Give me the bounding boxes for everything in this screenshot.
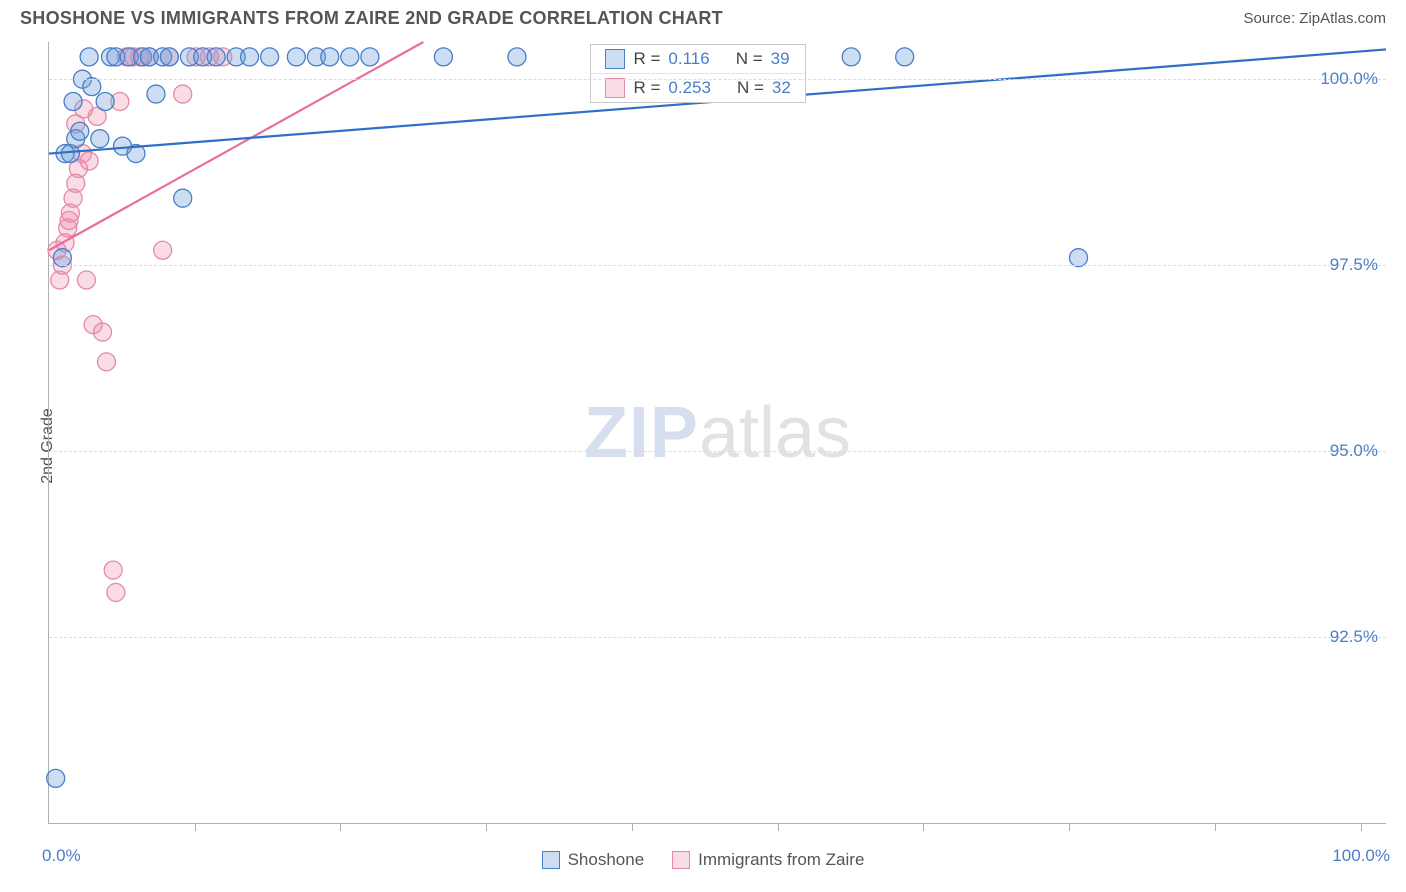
data-point	[174, 85, 192, 103]
data-point	[261, 48, 279, 66]
x-tick	[486, 823, 487, 831]
r-label-a: R =	[633, 49, 660, 69]
data-point	[287, 48, 305, 66]
y-tick-label: 95.0%	[1330, 441, 1378, 461]
data-point	[80, 152, 98, 170]
data-point	[321, 48, 339, 66]
data-point	[77, 271, 95, 289]
stats-swatch-a	[605, 49, 625, 69]
stats-box: R = 0.116 N = 39 R = 0.253 N = 32	[590, 44, 805, 103]
legend-item-a: Shoshone	[542, 850, 645, 870]
data-point	[154, 241, 172, 259]
stats-row-a: R = 0.116 N = 39	[591, 45, 804, 74]
data-point	[64, 93, 82, 111]
y-tick-label: 97.5%	[1330, 255, 1378, 275]
chart-svg	[49, 42, 1386, 823]
y-tick-label: 92.5%	[1330, 627, 1378, 647]
gridline	[49, 451, 1386, 452]
data-point	[91, 130, 109, 148]
data-point	[241, 48, 259, 66]
data-point	[71, 122, 89, 140]
data-point	[147, 85, 165, 103]
stats-row-b: R = 0.253 N = 32	[591, 74, 804, 102]
data-point	[107, 583, 125, 601]
data-point	[104, 561, 122, 579]
legend-swatch-a	[542, 851, 560, 869]
data-point	[97, 353, 115, 371]
data-point	[1069, 249, 1087, 267]
r-value-a: 0.116	[668, 49, 709, 69]
chart-area: ZIPatlas R = 0.116 N = 39 R = 0.253 N = …	[48, 42, 1386, 824]
data-point	[47, 769, 65, 787]
r-label-b: R =	[633, 78, 660, 98]
data-point	[896, 48, 914, 66]
legend: Shoshone Immigrants from Zaire	[0, 850, 1406, 870]
data-point	[207, 48, 225, 66]
x-tick	[923, 823, 924, 831]
data-point	[842, 48, 860, 66]
data-point	[93, 323, 111, 341]
x-tick	[632, 823, 633, 831]
x-tick	[1069, 823, 1070, 831]
gridline	[49, 265, 1386, 266]
data-point	[60, 212, 78, 230]
chart-source: Source: ZipAtlas.com	[1243, 10, 1386, 27]
x-tick	[778, 823, 779, 831]
data-point	[53, 249, 71, 267]
y-tick-label: 100.0%	[1320, 69, 1378, 89]
gridline	[49, 637, 1386, 638]
stats-swatch-b	[605, 78, 625, 98]
x-tick	[195, 823, 196, 831]
n-label-b: N =	[737, 78, 764, 98]
n-label-a: N =	[736, 49, 763, 69]
data-point	[83, 78, 101, 96]
x-tick	[1361, 823, 1362, 831]
x-tick	[340, 823, 341, 831]
n-value-b: 32	[772, 78, 791, 98]
r-value-b: 0.253	[668, 78, 711, 98]
n-value-a: 39	[771, 49, 790, 69]
data-point	[96, 93, 114, 111]
x-tick	[1215, 823, 1216, 831]
legend-item-b: Immigrants from Zaire	[672, 850, 864, 870]
chart-title: SHOSHONE VS IMMIGRANTS FROM ZAIRE 2ND GR…	[20, 8, 723, 29]
data-point	[361, 48, 379, 66]
legend-label-b: Immigrants from Zaire	[698, 850, 864, 870]
data-point	[174, 189, 192, 207]
legend-swatch-b	[672, 851, 690, 869]
data-point	[341, 48, 359, 66]
gridline	[49, 79, 1386, 80]
data-point	[160, 48, 178, 66]
legend-label-a: Shoshone	[568, 850, 645, 870]
data-point	[434, 48, 452, 66]
data-point	[508, 48, 526, 66]
data-point	[80, 48, 98, 66]
